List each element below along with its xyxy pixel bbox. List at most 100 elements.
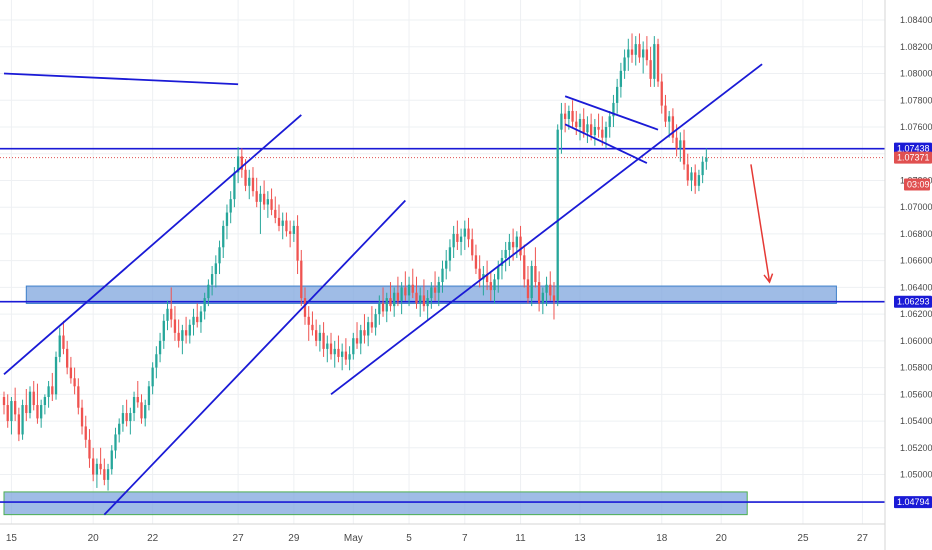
candle-bear bbox=[645, 49, 649, 61]
price-tick-label: 1.05200 bbox=[900, 443, 932, 453]
price-tick-label: 1.05400 bbox=[900, 416, 932, 426]
candle-bear bbox=[17, 414, 21, 435]
candle-bear bbox=[471, 239, 474, 256]
candle-bear bbox=[311, 324, 314, 331]
candle-bear bbox=[69, 367, 73, 379]
candle-bear bbox=[329, 343, 333, 355]
candle-bear bbox=[478, 268, 481, 280]
time-tick-label: 11 bbox=[515, 533, 526, 544]
candle-bear bbox=[433, 287, 437, 293]
old-descending-line[interactable] bbox=[3, 72, 239, 86]
arrow-head bbox=[763, 273, 774, 284]
candle-bull bbox=[341, 351, 344, 357]
price-tag-label: 1.04794 bbox=[897, 497, 930, 507]
candles bbox=[2, 33, 708, 491]
candle-bull bbox=[367, 322, 370, 336]
candle-bull bbox=[419, 295, 422, 304]
mid-rising-line[interactable] bbox=[330, 63, 763, 396]
rising-channel-left-upper[interactable] bbox=[103, 199, 406, 516]
candle-bull bbox=[452, 233, 455, 248]
candle-bear bbox=[13, 401, 17, 415]
candle-bull bbox=[155, 354, 158, 368]
candle-bear bbox=[422, 295, 426, 307]
candle-bear bbox=[664, 105, 667, 122]
price-tag-label: 1.07438 bbox=[897, 144, 930, 154]
candle-bull bbox=[207, 284, 210, 299]
candle-bear bbox=[80, 407, 84, 427]
candle-bull bbox=[318, 332, 322, 341]
time-axis[interactable]: 15 20 22 27 29 May 5 7 11 13 18 20 25 27 bbox=[6, 533, 869, 544]
candle-bull bbox=[181, 330, 184, 341]
candle-bull bbox=[43, 397, 47, 406]
candle-bear bbox=[675, 137, 678, 149]
candle-bear bbox=[262, 193, 266, 205]
candle-bull bbox=[144, 405, 147, 419]
rising-channel-left-lower[interactable] bbox=[3, 114, 302, 375]
candle-bull bbox=[352, 338, 355, 355]
candle-bull bbox=[225, 212, 229, 226]
candle-bull bbox=[47, 386, 50, 398]
candle-bear bbox=[32, 391, 35, 406]
price-tick-label: 1.08400 bbox=[900, 15, 932, 25]
price-tag-label: 03:09 bbox=[907, 179, 930, 189]
candle-bull bbox=[567, 110, 570, 119]
price-tag-label: 1.07371 bbox=[897, 153, 930, 163]
candle-bear bbox=[285, 220, 288, 232]
candle-bull bbox=[459, 236, 463, 242]
candle-bull bbox=[218, 247, 221, 264]
candle-bear bbox=[2, 397, 6, 406]
time-tick-label: May bbox=[344, 533, 363, 544]
candle-bull bbox=[508, 241, 511, 250]
candle-bear bbox=[638, 44, 641, 58]
price-tick-label: 1.08200 bbox=[900, 42, 932, 52]
candle-bull bbox=[608, 116, 611, 127]
candle-bear bbox=[549, 284, 552, 296]
candle-bull bbox=[129, 413, 132, 422]
time-tick-label: 27 bbox=[857, 533, 869, 544]
candle-bull bbox=[359, 330, 362, 344]
time-tick-label: 22 bbox=[147, 533, 159, 544]
candle-bull bbox=[374, 314, 377, 328]
candle-bull bbox=[248, 177, 251, 186]
candle-bull bbox=[214, 263, 217, 275]
candle-bull bbox=[110, 450, 113, 470]
candle-bull bbox=[497, 266, 500, 280]
candle-bull bbox=[679, 140, 682, 149]
candle-bull bbox=[690, 172, 693, 181]
candle-bull bbox=[441, 268, 444, 283]
candle-bear bbox=[251, 177, 255, 192]
price-tag-label: 1.06293 bbox=[897, 297, 930, 307]
price-tag bbox=[894, 295, 932, 308]
candle-bull bbox=[545, 284, 548, 293]
candle-bear bbox=[660, 81, 663, 106]
candle-bull bbox=[54, 356, 58, 395]
flag-upper[interactable] bbox=[564, 95, 659, 131]
candle-bear bbox=[474, 255, 478, 269]
price-tag bbox=[904, 178, 930, 191]
candle-bear bbox=[563, 113, 567, 119]
candle-bull bbox=[500, 257, 504, 267]
time-tick-label: 27 bbox=[233, 533, 245, 544]
candle-bear bbox=[355, 338, 359, 344]
candle-bull bbox=[634, 44, 637, 55]
candle-bear bbox=[489, 282, 492, 291]
price-tick-label: 1.05000 bbox=[900, 470, 932, 480]
candle-bear bbox=[381, 303, 385, 312]
time-tick-label: 7 bbox=[462, 533, 468, 544]
candle-bull bbox=[668, 116, 671, 122]
candle-bull bbox=[393, 292, 396, 307]
flag-lower[interactable] bbox=[564, 123, 648, 164]
candle-bear bbox=[270, 199, 273, 210]
candle-bull bbox=[604, 126, 608, 138]
candle-bear bbox=[300, 260, 303, 299]
candle-bear bbox=[66, 348, 69, 368]
candle-bull bbox=[233, 172, 236, 200]
candle-bull bbox=[203, 298, 206, 312]
arrow-shaft bbox=[750, 164, 771, 283]
candle-bull bbox=[199, 311, 203, 323]
candle-bear bbox=[415, 292, 418, 304]
candle-bull bbox=[192, 316, 195, 325]
candle-bear bbox=[277, 217, 281, 226]
bottom-zone[interactable] bbox=[3, 491, 748, 516]
